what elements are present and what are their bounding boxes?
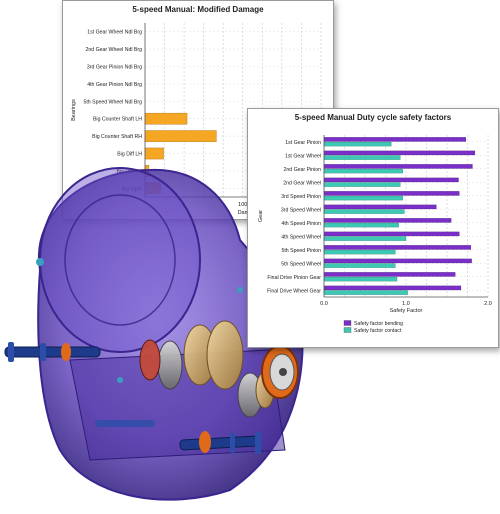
- damage-category-label: 1st Gear Wheel Ndl Brg: [87, 30, 142, 36]
- legend-swatch: [343, 327, 352, 333]
- safety-category-label: 3rd Speed Pinion: [281, 194, 321, 200]
- legend-label: Safety factor bending: [354, 321, 403, 327]
- safety-bar-bending: [323, 150, 476, 156]
- safety-bar-bending: [323, 272, 456, 277]
- safety-category-label: 5th Speed Pinion: [281, 248, 321, 254]
- safety-category-label: 4th Speed Wheel: [281, 234, 321, 240]
- safety-y-axis-label: Gear: [258, 210, 264, 222]
- safety-bar-contact: [323, 263, 396, 268]
- safety-bar-bending: [323, 191, 460, 196]
- safety-bar-bending: [323, 231, 460, 237]
- damage-y-axis-label: Bearings: [71, 99, 77, 121]
- damage-category-label: 2nd Gear Wheel Ndl Brg: [85, 47, 142, 53]
- safety-category-label: 3rd Speed Wheel: [281, 207, 321, 213]
- safety-bar-contact: [323, 141, 392, 147]
- legend-label: Safety factor contact: [354, 328, 402, 334]
- safety-x-tick: 1.0: [402, 301, 410, 307]
- safety-category-label: 5th Speed Wheel: [281, 261, 321, 267]
- gearbox-3d-model[interactable]: [0, 150, 320, 514]
- safety-bar-bending: [323, 245, 471, 250]
- safety-category-label: 4th Speed Pinion: [281, 221, 321, 227]
- safety-category-label: 2nd Gear Wheel: [283, 180, 321, 186]
- damage-category-label: 3rd Gear Pinion Ndl Brg: [87, 65, 142, 71]
- safety-bar-bending: [323, 177, 459, 183]
- safety-x-tick: 2.0: [484, 301, 492, 307]
- safety-chart: 1st Gear Pinion 1st Gear Wheel 2nd Gear Pi…: [258, 135, 492, 334]
- safety-chart-title: 5-speed Manual Duty cycle safety factors: [294, 113, 452, 122]
- legend-swatch: [343, 320, 352, 326]
- safety-bar-contact: [323, 236, 407, 241]
- safety-bar-contact: [323, 155, 401, 160]
- safety-bar-contact: [323, 249, 396, 255]
- safety-bar-bending: [323, 137, 467, 142]
- damage-category-label: Big Counter Shaft RH: [92, 134, 142, 140]
- safety-x-axis-label: Safety Factor: [390, 308, 423, 314]
- safety-category-label: 1st Gear Pinion: [285, 140, 321, 146]
- damage-bar: [144, 130, 217, 142]
- safety-category-label: 1st Gear Wheel: [285, 153, 321, 159]
- safety-bar-contact: [323, 182, 401, 187]
- safety-bar-bending: [323, 258, 472, 264]
- damage-category-label: 4th Gear Pinion Ndl Brg: [87, 82, 142, 88]
- safety-bar-bending: [323, 204, 437, 210]
- safety-bar-bending: [323, 164, 473, 169]
- safety-chart-window: 5-speed Manual Duty cycle safety factors…: [247, 108, 499, 348]
- safety-bar-contact: [323, 276, 398, 282]
- safety-category-label: Final Drive Pinion Gear: [267, 275, 321, 281]
- safety-bar-contact: [323, 168, 403, 174]
- safety-category-label: 2nd Gear Pinion: [284, 167, 322, 173]
- damage-chart-title: 5-speed Manual: Modified Damage: [132, 5, 264, 14]
- damage-x-tick: 100: [238, 202, 247, 208]
- safety-bar-bending: [323, 218, 452, 223]
- safety-bar-bending: [323, 285, 462, 291]
- safety-bar-contact: [323, 209, 405, 214]
- safety-x-tick: 0.0: [320, 301, 328, 307]
- damage-category-label: 5th Speed Wheel Ndl Brg: [83, 99, 142, 105]
- damage-category-label: Big Counter Shaft LH: [93, 117, 142, 123]
- damage-category-label: Big Diff LH: [117, 152, 142, 158]
- damage-bar: [144, 112, 188, 125]
- safety-bar-contact: [323, 290, 408, 295]
- safety-category-label: Final Drive Wheel Gear: [267, 288, 321, 294]
- safety-bar-contact: [323, 195, 403, 201]
- safety-bar-contact: [323, 222, 399, 228]
